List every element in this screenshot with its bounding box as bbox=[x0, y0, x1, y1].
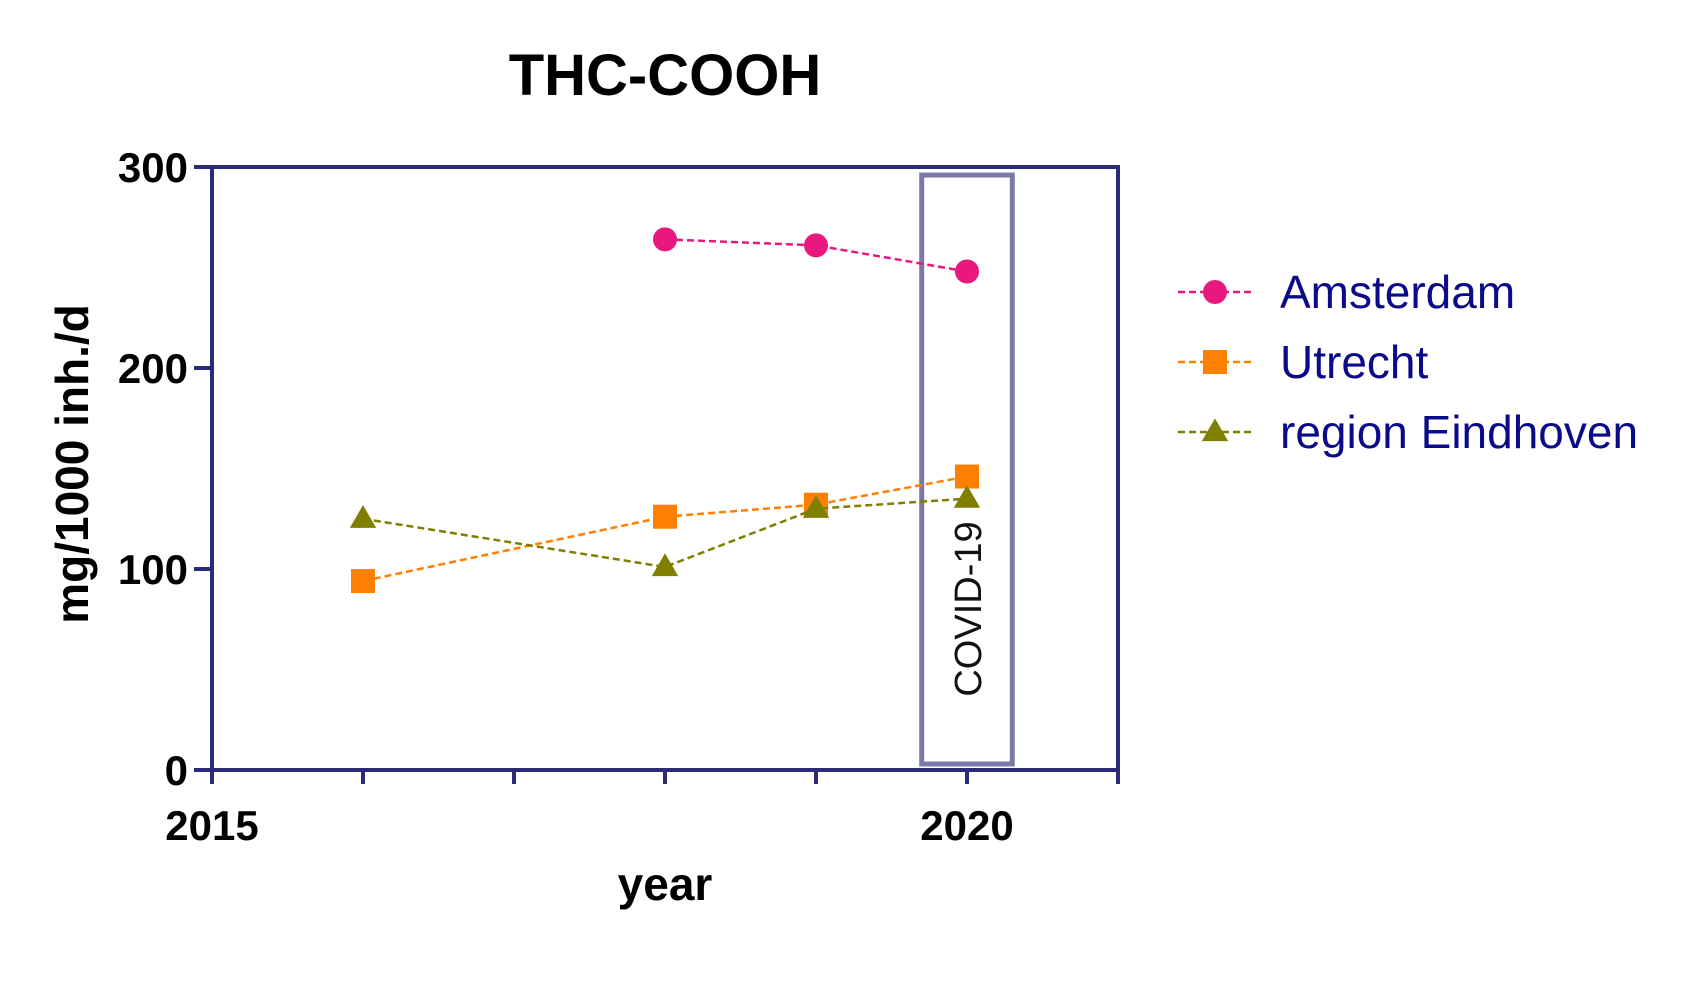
y-tick-label: 300 bbox=[118, 144, 188, 191]
legend-label-amsterdam: Amsterdam bbox=[1280, 266, 1515, 318]
legend: Amsterdam Utrecht region Eindhoven bbox=[1178, 266, 1638, 458]
y-tick-label: 100 bbox=[118, 546, 188, 593]
legend-marker-utrecht bbox=[1203, 350, 1227, 374]
data-point-amsterdam bbox=[955, 259, 979, 284]
chart-title: THC-COOH bbox=[509, 43, 822, 108]
covid-annotation-label: COVID-19 bbox=[948, 521, 990, 696]
legend-label-region-eindhoven: region Eindhoven bbox=[1280, 406, 1638, 458]
plot-area: 0 100 200 300 2015 2020 COVID-19 bbox=[118, 144, 1120, 849]
data-point-region-eindhoven bbox=[802, 495, 830, 518]
legend-marker-amsterdam bbox=[1203, 280, 1227, 304]
data-point-region-eindhoven bbox=[953, 484, 981, 508]
legend-marker-region-eindhoven bbox=[1201, 418, 1229, 442]
covid-annotation-box bbox=[919, 172, 1015, 767]
data-point-utrecht bbox=[351, 569, 375, 594]
series-line-utrecht bbox=[362, 475, 968, 583]
data-point-amsterdam bbox=[653, 227, 677, 252]
data-point-region-eindhoven bbox=[651, 553, 679, 577]
data-point-region-eindhoven bbox=[349, 505, 377, 528]
x-tick-label: 2020 bbox=[920, 802, 1013, 849]
x-tick-label: 2015 bbox=[165, 802, 258, 849]
x-axis-label: year bbox=[618, 858, 713, 910]
y-tick-label: 200 bbox=[118, 345, 188, 392]
y-axis-label: mg/1000 inh./d bbox=[46, 304, 98, 624]
data-point-amsterdam bbox=[804, 233, 828, 258]
series-line-region-eindhoven bbox=[362, 497, 968, 569]
legend-label-utrecht: Utrecht bbox=[1280, 336, 1428, 388]
series-line-amsterdam bbox=[664, 238, 968, 273]
data-point-utrecht bbox=[955, 464, 979, 489]
y-tick-label: 0 bbox=[165, 747, 188, 794]
data-point-utrecht bbox=[653, 504, 677, 529]
